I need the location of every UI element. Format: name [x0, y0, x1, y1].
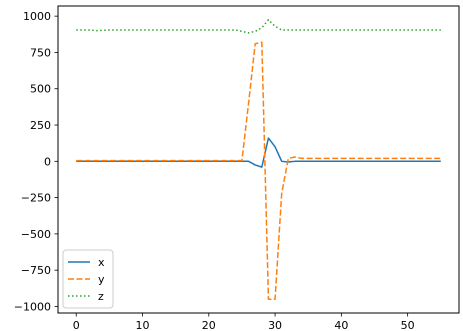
x-tick-label: 50	[401, 319, 415, 331]
legend: xyz	[62, 249, 114, 309]
series-line-y	[76, 41, 441, 300]
legend-label-z: z	[98, 290, 104, 303]
y-tick-label: −750	[21, 264, 51, 277]
x-tick-label: 40	[334, 319, 348, 331]
y-tick-label: 750	[30, 46, 51, 59]
x-tick-label: 20	[202, 319, 216, 331]
x-tick-label: 10	[136, 319, 150, 331]
series-line-z	[76, 19, 441, 34]
series-line-x	[76, 137, 441, 168]
plot-frame	[57, 5, 460, 314]
y-tick-label: 500	[30, 83, 51, 96]
y-tick-label: 250	[30, 119, 51, 132]
x-tick-label: 30	[268, 319, 282, 331]
y-tick-label: 0	[44, 155, 51, 168]
x-tick-label: 0	[73, 319, 80, 331]
legend-label-y: y	[98, 273, 105, 286]
y-tick-label: −500	[21, 228, 51, 241]
y-tick-label: 1000	[23, 10, 51, 23]
legend-label-x: x	[98, 256, 105, 269]
y-tick-label: −1000	[14, 300, 51, 313]
plot-content	[76, 19, 441, 300]
axis-ticks: 0 10 20 30 40 50 −1000 −750 −500 −250 0 250 500 750 10…	[14, 10, 415, 331]
y-tick-label: −250	[21, 192, 51, 205]
